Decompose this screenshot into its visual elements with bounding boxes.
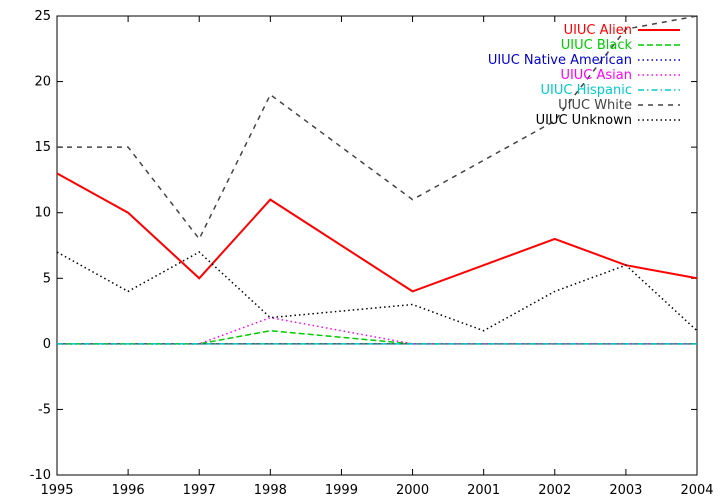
legend-label: UIUC Alien [564, 23, 632, 38]
y-tick-label: -5 [38, 402, 51, 417]
legend-label: UIUC Black [561, 38, 633, 53]
y-tick-label: 0 [43, 337, 51, 352]
legend-label: UIUC Native American [488, 53, 632, 68]
y-tick-label: 20 [34, 75, 51, 90]
y-tick-label: 10 [34, 206, 51, 221]
series-line [57, 15, 698, 241]
series-line [56, 251, 698, 332]
x-tick-label: 1998 [254, 483, 287, 498]
legend-label: UIUC Unknown [536, 113, 632, 128]
x-tick-label: 2000 [396, 483, 429, 498]
x-tick-label: 1997 [183, 483, 216, 498]
axis-ticks: -10 -5 0 5 10 15 20 25 1995 1996 1997 1998 1999 2000 2… [30, 9, 714, 498]
y-tick-label: 15 [34, 140, 51, 155]
legend-label: UIUC White [558, 98, 632, 113]
series-lines [56, 15, 698, 345]
series-line [57, 329, 697, 345]
legend-label: UIUC Asian [560, 68, 632, 83]
y-tick-label: -10 [30, 468, 51, 483]
y-tick-label: 25 [34, 9, 51, 24]
series-line [57, 316, 697, 345]
legend-label: UIUC Hispanic [541, 83, 632, 98]
x-tick-label: 1995 [40, 483, 73, 498]
x-tick-label: 2002 [538, 483, 571, 498]
x-tick-label: 2003 [609, 483, 642, 498]
x-tick-label: 1996 [112, 483, 145, 498]
x-tick-label: 1999 [325, 483, 358, 498]
x-tick-label: 2001 [467, 483, 500, 498]
series-line [56, 172, 698, 293]
y-tick-label: 5 [43, 271, 51, 286]
x-tick-label: 2004 [680, 483, 713, 498]
plot-frame [56, 15, 698, 476]
